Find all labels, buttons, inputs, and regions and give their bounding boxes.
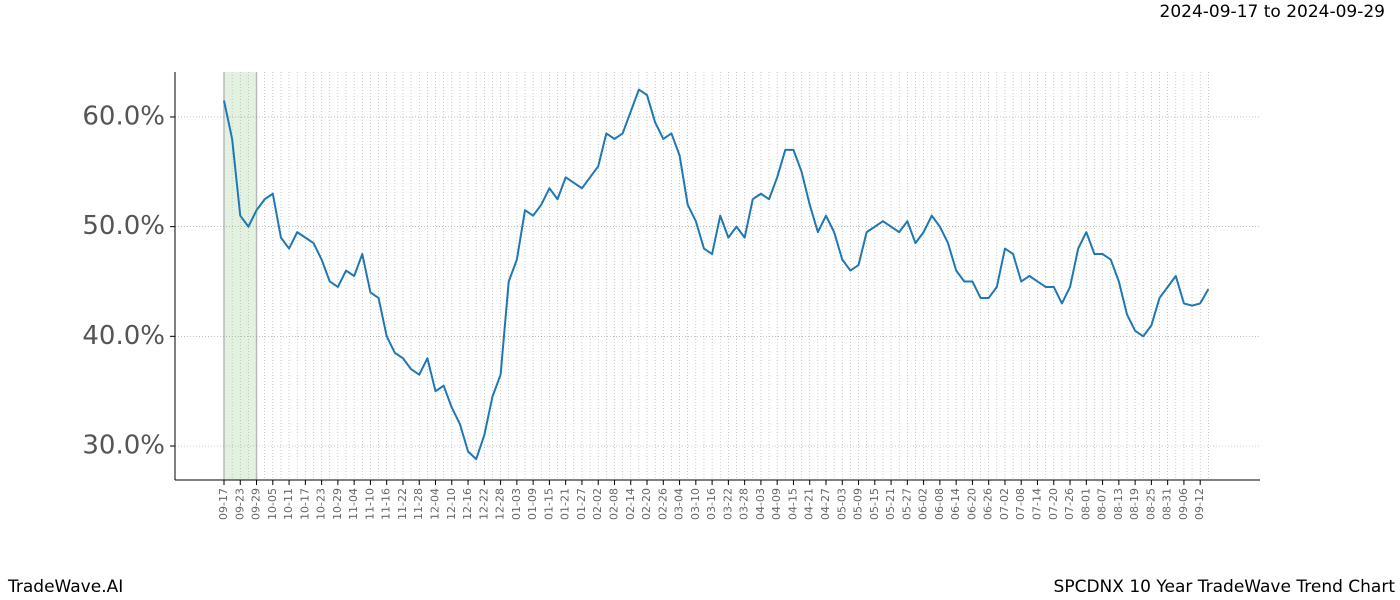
x-tick-label: 11-10 bbox=[363, 488, 376, 520]
x-tick-label: 06-14 bbox=[949, 488, 962, 520]
x-tick-label: 02-20 bbox=[640, 488, 653, 520]
x-tick-label: 05-21 bbox=[884, 488, 897, 520]
x-tick-label: 01-21 bbox=[559, 488, 572, 520]
x-tick-label: 12-28 bbox=[494, 488, 507, 520]
x-tick-label: 09-06 bbox=[1177, 488, 1190, 520]
date-range: 2024-09-17 to 2024-09-29 bbox=[1160, 2, 1385, 22]
x-tick-label: 01-15 bbox=[542, 488, 555, 520]
x-tick-label: 02-02 bbox=[591, 488, 604, 520]
x-tick-label: 03-10 bbox=[689, 488, 702, 520]
x-tick-label: 07-08 bbox=[1014, 488, 1027, 520]
x-tick-label: 02-08 bbox=[607, 488, 620, 520]
x-tick-label: 01-03 bbox=[510, 488, 523, 520]
x-tick-label: 04-27 bbox=[819, 488, 832, 520]
x-tick-label: 04-03 bbox=[754, 488, 767, 520]
x-tick-label: 04-09 bbox=[770, 488, 783, 520]
x-tick-label: 08-13 bbox=[1112, 488, 1125, 520]
x-tick-label: 08-01 bbox=[1079, 488, 1092, 520]
x-tick-label: 03-16 bbox=[705, 488, 718, 520]
x-tick-label: 12-22 bbox=[477, 488, 490, 520]
x-tick-label: 02-26 bbox=[656, 488, 669, 520]
x-tick-label: 09-29 bbox=[250, 488, 263, 520]
chart-title: SPCDNX 10 Year TradeWave Trend Chart bbox=[1054, 577, 1396, 597]
x-tick-label: 06-08 bbox=[933, 488, 946, 520]
x-tick-label: 01-27 bbox=[575, 488, 588, 520]
x-tick-label: 07-20 bbox=[1047, 488, 1060, 520]
x-tick-label: 09-17 bbox=[217, 488, 230, 520]
x-tick-label: 06-02 bbox=[917, 488, 930, 520]
x-tick-label: 10-05 bbox=[266, 488, 279, 520]
x-tick-label: 08-31 bbox=[1161, 488, 1174, 520]
x-tick-label: 03-22 bbox=[721, 488, 734, 520]
x-tick-label: 04-21 bbox=[803, 488, 816, 520]
x-tick-label: 04-15 bbox=[786, 488, 799, 520]
brand: TradeWave.AI bbox=[7, 577, 123, 597]
y-tick-label: 40.0% bbox=[82, 321, 165, 351]
y-tick-label: 30.0% bbox=[82, 431, 165, 461]
x-tick-label: 06-26 bbox=[982, 488, 995, 520]
x-tick-label: 09-23 bbox=[233, 488, 246, 520]
x-tick-label: 11-16 bbox=[380, 488, 393, 520]
x-tick-label: 03-28 bbox=[738, 488, 751, 520]
x-tick-label: 11-22 bbox=[396, 488, 409, 520]
x-tick-label: 09-12 bbox=[1193, 488, 1206, 520]
trend-line bbox=[223, 88, 1210, 461]
x-tick-label: 11-28 bbox=[412, 488, 425, 520]
x-tick-label: 10-23 bbox=[315, 488, 328, 520]
x-tick-label: 07-02 bbox=[998, 488, 1011, 520]
x-tick-label: 12-10 bbox=[445, 488, 458, 520]
y-tick-label: 60.0% bbox=[82, 101, 165, 131]
x-tick-label: 05-09 bbox=[852, 488, 865, 520]
x-tick-label: 12-16 bbox=[461, 488, 474, 520]
x-tick-label: 10-17 bbox=[298, 488, 311, 520]
x-tick-label: 08-19 bbox=[1128, 488, 1141, 520]
x-tick-label: 08-25 bbox=[1144, 488, 1157, 520]
x-tick-label: 05-27 bbox=[900, 488, 913, 520]
x-tick-label: 03-04 bbox=[673, 488, 686, 520]
x-tick-label: 05-03 bbox=[835, 488, 848, 520]
x-tick-label: 08-07 bbox=[1096, 488, 1109, 520]
x-tick-label: 10-11 bbox=[282, 488, 295, 520]
x-tick-label: 12-04 bbox=[429, 488, 442, 520]
x-tick-label: 07-14 bbox=[1031, 488, 1044, 520]
y-tick-label: 50.0% bbox=[82, 211, 165, 241]
x-tick-label: 02-14 bbox=[624, 488, 637, 520]
x-tick-label: 06-20 bbox=[965, 488, 978, 520]
x-tick-label: 05-15 bbox=[868, 488, 881, 520]
x-tick-label: 10-29 bbox=[331, 488, 344, 520]
x-tick-label: 07-26 bbox=[1063, 488, 1076, 520]
x-tick-label: 01-09 bbox=[526, 488, 539, 520]
x-tick-label: 11-04 bbox=[347, 488, 360, 520]
